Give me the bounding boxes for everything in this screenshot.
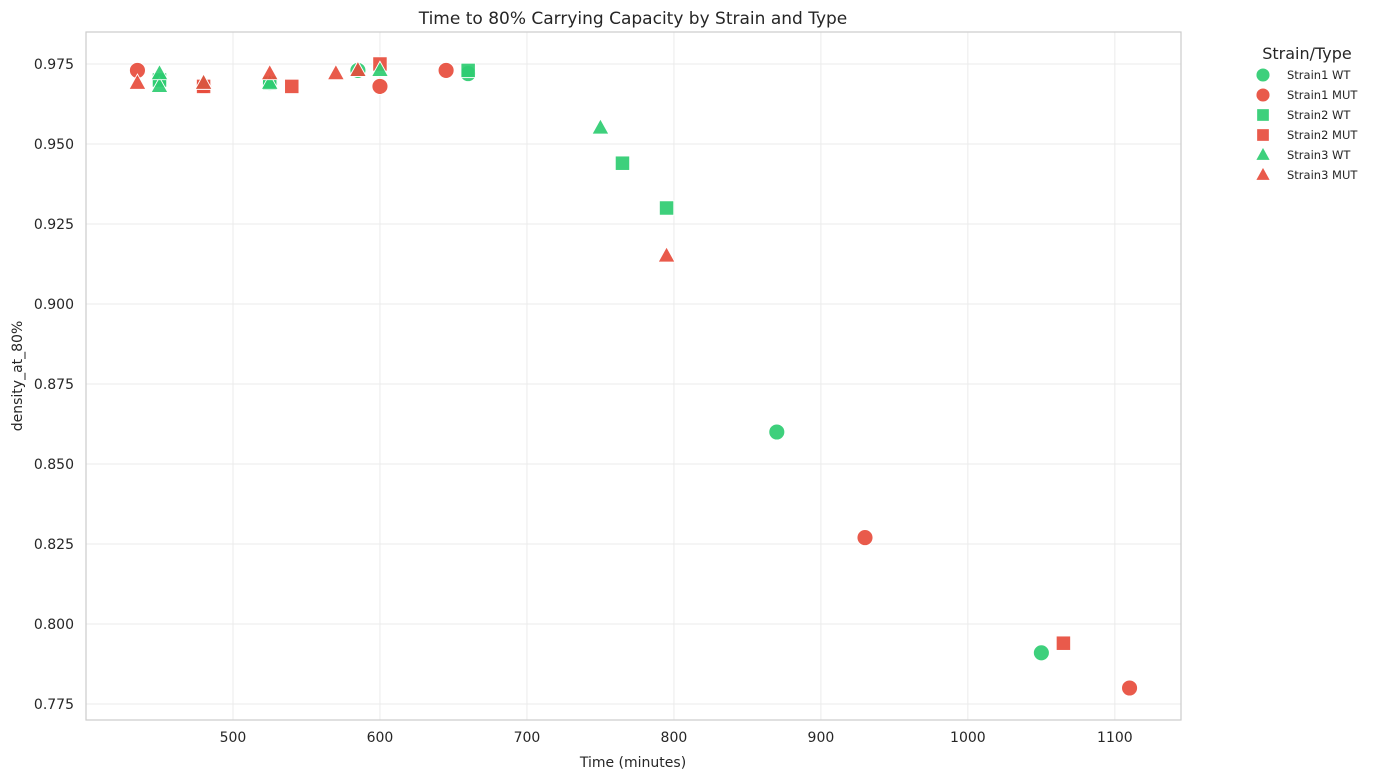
y-tick-label: 0.950 [34, 137, 74, 153]
legend-label-strain2-wt: Strain2 WT [1287, 108, 1351, 122]
x-tick-label: 1100 [1097, 730, 1133, 746]
x-axis-ticks: 500 600 700 800 900 1000 1100 [220, 730, 1133, 746]
point-strain2-wt [658, 200, 675, 216]
x-tick-label: 500 [220, 730, 247, 746]
plot-area-frame [85, 31, 1182, 721]
x-tick-label: 600 [367, 730, 394, 746]
point-strain3-wt [150, 63, 169, 81]
y-tick-label: 0.850 [34, 457, 74, 473]
x-tick-label: 800 [661, 730, 688, 746]
point-strain3-mut [326, 63, 346, 81]
y-tick-label: 0.925 [34, 217, 74, 233]
legend-marker-strain1-mut [1255, 87, 1271, 103]
point-strain2-mut [284, 78, 300, 95]
gridlines [86, 32, 1181, 720]
legend-label-strain1-wt: Strain1 WT [1287, 68, 1351, 82]
y-axis-ticks: 0.775 0.800 0.825 0.850 0.875 0.900 0.925 0.950… [34, 57, 74, 713]
legend-marker-strain2-wt [1256, 108, 1270, 122]
y-tick-label: 0.975 [34, 57, 74, 73]
x-axis-label: Time (minutes) [579, 755, 686, 771]
x-tick-label: 900 [808, 730, 835, 746]
point-strain1-mut [371, 77, 389, 95]
point-strain3-mut [348, 60, 368, 77]
point-strain3-mut [657, 245, 676, 263]
legend-label-strain1-mut: Strain1 MUT [1287, 88, 1358, 102]
legend-items: Strain1 WT Strain1 MUT Strain2 WT Strain2 M… [1254, 67, 1358, 182]
point-strain2-mut [1055, 635, 1072, 651]
point-strain3-wt [150, 76, 169, 93]
y-tick-label: 0.900 [34, 297, 74, 313]
y-tick-label: 0.825 [34, 537, 74, 553]
point-strain3-wt [260, 73, 279, 90]
point-strain3-mut [194, 73, 213, 90]
legend-marker-strain3-wt [1254, 146, 1272, 161]
y-tick-label: 0.800 [34, 617, 74, 633]
legend-label-strain2-mut: Strain2 MUT [1287, 128, 1358, 142]
point-strain2-wt [614, 155, 631, 171]
y-axis-label: density_at_80% [10, 321, 26, 432]
legend-marker-strain1-wt [1255, 67, 1271, 83]
point-strain1-wt [768, 423, 786, 441]
point-strain3-mut [128, 73, 147, 90]
x-tick-label: 700 [514, 730, 541, 746]
point-strain3-wt [370, 60, 390, 77]
x-tick-label: 1000 [950, 730, 986, 746]
point-strain1-mut [437, 61, 455, 79]
legend-label-strain3-wt: Strain3 WT [1287, 148, 1351, 162]
point-strain1-wt [1032, 644, 1050, 662]
point-strain3-wt [591, 117, 610, 135]
legend: Strain/Type Strain1 WT Strain1 MUT Strain2… [1254, 44, 1358, 182]
y-tick-label: 0.875 [34, 377, 74, 393]
y-tick-label: 0.775 [34, 697, 74, 713]
legend-marker-strain2-mut [1256, 128, 1270, 142]
chart-title: Time to 80% Carrying Capacity by Strain … [418, 9, 848, 29]
legend-title: Strain/Type [1262, 44, 1352, 63]
point-strain1-mut [1121, 679, 1139, 697]
point-strain1-mut [856, 529, 874, 547]
data-points [128, 56, 1139, 697]
legend-label-strain3-mut: Strain3 MUT [1287, 168, 1358, 182]
point-strain2-wt [460, 62, 476, 79]
legend-marker-strain3-mut [1254, 166, 1272, 181]
point-strain3-mut [260, 63, 279, 81]
